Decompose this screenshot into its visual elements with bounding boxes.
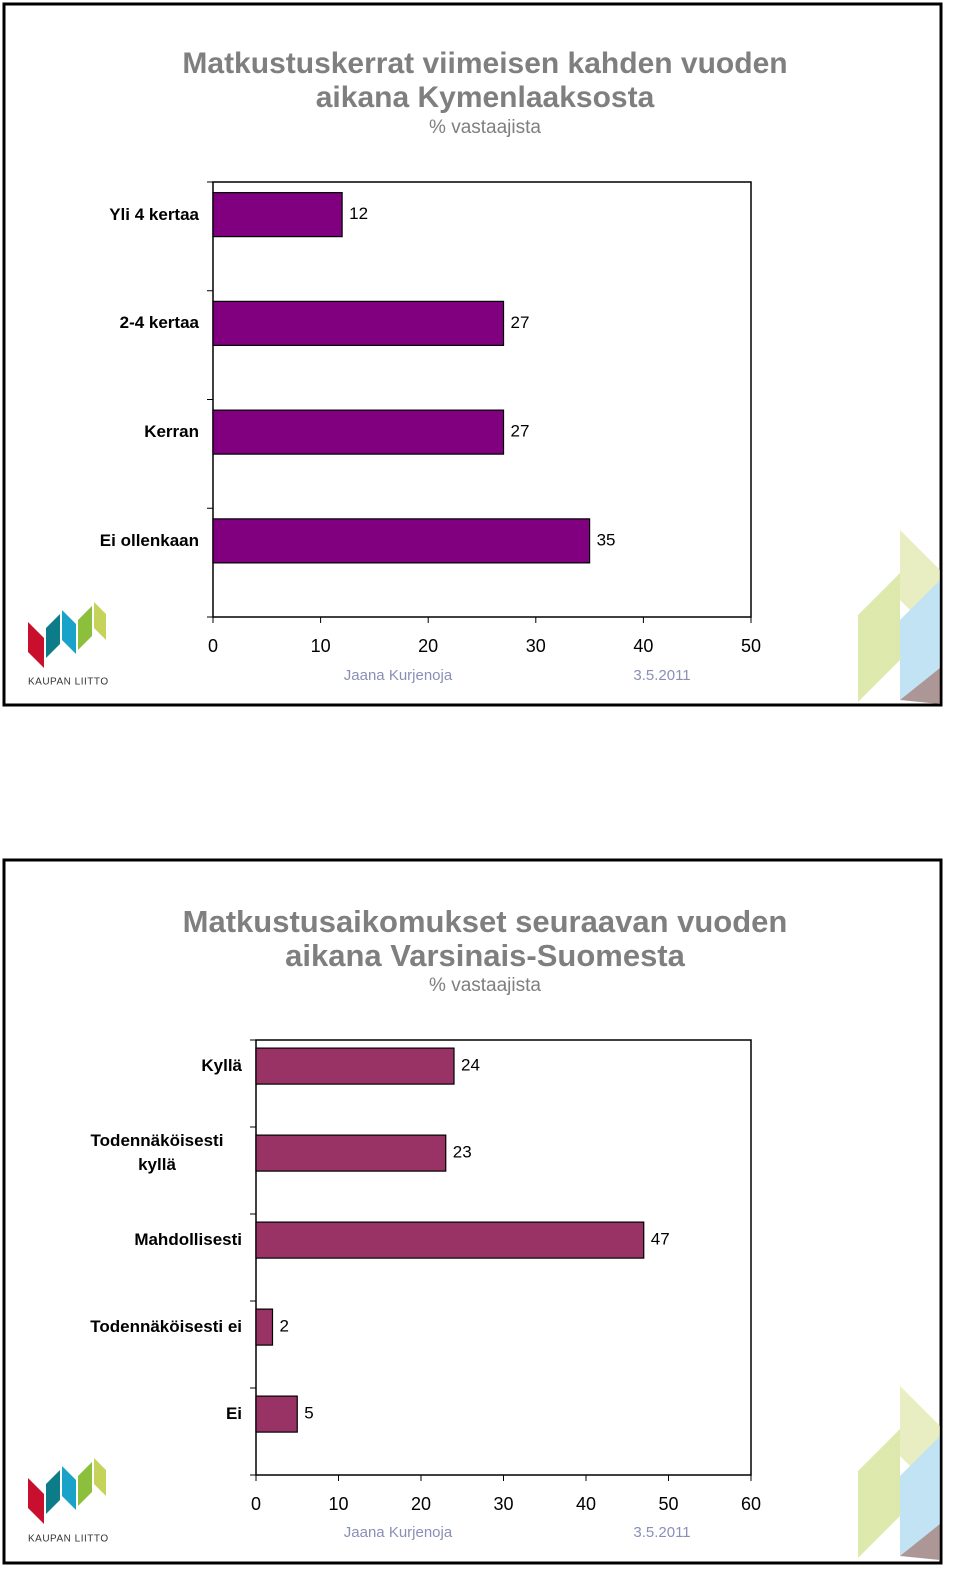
logo-text: KAUPAN LIITTO xyxy=(28,1534,109,1545)
slide-frame xyxy=(2,2,943,707)
bar xyxy=(212,409,505,455)
logo xyxy=(28,602,106,668)
data-label: 12 xyxy=(349,204,368,223)
x-tick-label: 60 xyxy=(741,1494,761,1514)
data-label: 47 xyxy=(651,1230,670,1249)
bar xyxy=(255,1221,645,1259)
footer-date: 3.5.2011 xyxy=(633,667,690,684)
chart-title: Matkustuskerrat viimeisen kahden vuoden … xyxy=(182,47,788,114)
bar xyxy=(212,300,505,346)
y-tick-label: Ei xyxy=(225,1404,242,1424)
data-label: 23 xyxy=(453,1143,472,1162)
x-tick-label: 30 xyxy=(526,636,546,656)
logo xyxy=(28,1458,106,1524)
x-tick-label: 20 xyxy=(411,1494,431,1514)
x-tick-label: 40 xyxy=(576,1494,596,1514)
chart-subtitle: % vastaajista xyxy=(429,975,541,996)
x-tick-label: 50 xyxy=(741,636,761,656)
slide-frame xyxy=(2,858,943,1565)
footer-date: 3.5.2011 xyxy=(633,1524,690,1541)
bar xyxy=(212,518,591,564)
data-label: 2 xyxy=(280,1317,289,1336)
footer-author: Jaana Kurjenoja xyxy=(344,1524,453,1541)
footer-author: Jaana Kurjenoja xyxy=(344,667,453,684)
bar xyxy=(255,1047,455,1085)
x-tick-label: 10 xyxy=(328,1494,348,1514)
x-tick-label: 40 xyxy=(633,636,653,656)
corner-decoration xyxy=(858,1386,940,1560)
data-label: 35 xyxy=(597,530,616,549)
y-tick-label: Yli 4 kertaa xyxy=(109,204,199,224)
data-label: 24 xyxy=(461,1056,480,1075)
corner-decoration xyxy=(858,530,940,704)
x-tick-label: 0 xyxy=(251,1494,261,1514)
y-tick-label: Todennäköisesti kyllä xyxy=(90,1131,224,1175)
x-tick-label: 50 xyxy=(658,1494,678,1514)
bar xyxy=(255,1308,274,1346)
bar xyxy=(255,1134,447,1172)
chart-subtitle: % vastaajista xyxy=(429,117,541,138)
data-label: 27 xyxy=(511,422,530,441)
x-tick-label: 30 xyxy=(493,1494,513,1514)
y-tick-label: 2-4 kertaa xyxy=(119,313,199,333)
y-tick-label: Todennäköisesti ei xyxy=(90,1317,242,1337)
y-tick-label: Mahdollisesti xyxy=(134,1230,242,1250)
data-label: 5 xyxy=(304,1404,313,1423)
x-tick-label: 20 xyxy=(418,636,438,656)
data-label: 27 xyxy=(511,313,530,332)
chart-title: Matkustusaikomukset seuraavan vuoden aik… xyxy=(182,904,788,973)
y-tick-label: Ei ollenkaan xyxy=(99,530,199,550)
y-tick-label: Kyllä xyxy=(201,1056,242,1076)
x-tick-label: 10 xyxy=(311,636,331,656)
bar xyxy=(212,192,343,238)
logo-text: KAUPAN LIITTO xyxy=(28,677,109,688)
x-tick-label: 0 xyxy=(208,636,218,656)
y-tick-label: Kerran xyxy=(144,422,199,442)
bar xyxy=(255,1395,298,1433)
